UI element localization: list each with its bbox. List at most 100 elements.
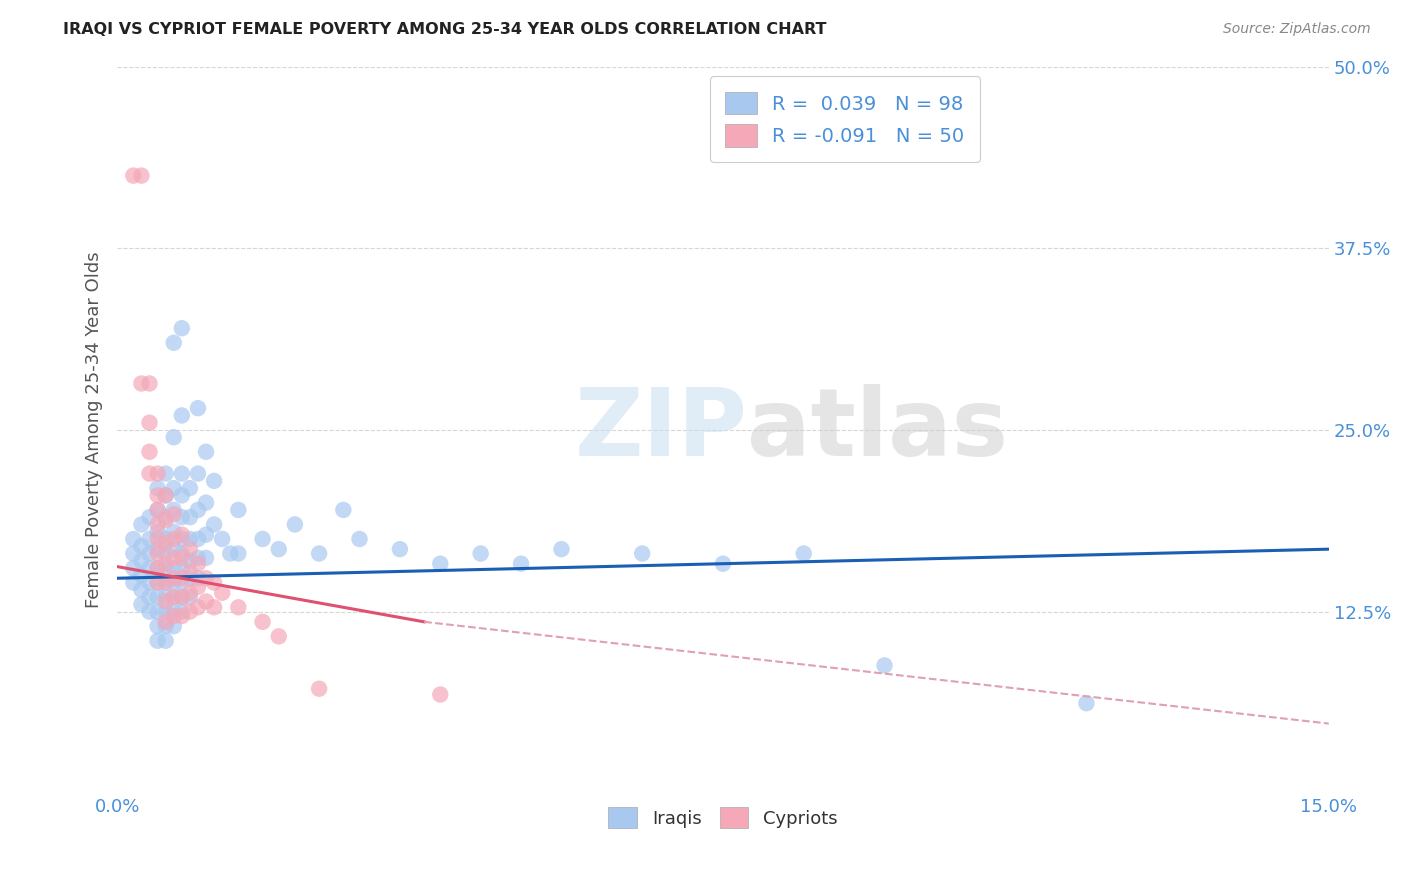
Point (155, 532, 177, 546)
Point (146, 633, 169, 648)
Point (179, 481, 201, 495)
Point (170, 409, 193, 423)
Text: Source: ZipAtlas.com: Source: ZipAtlas.com (1223, 22, 1371, 37)
Point (146, 517, 169, 532)
Point (202, 474, 225, 488)
Point (146, 590, 169, 604)
Point (179, 605, 201, 619)
Point (179, 554, 201, 568)
Point (163, 550, 186, 565)
Point (122, 169, 145, 183)
Point (163, 532, 186, 546)
Text: ZIP: ZIP (574, 384, 747, 476)
Point (138, 605, 160, 619)
Point (170, 488, 193, 502)
Point (163, 524, 186, 539)
Point (131, 539, 153, 553)
Point (122, 532, 145, 546)
Point (163, 430, 186, 444)
Point (146, 619, 169, 633)
Point (187, 557, 209, 571)
Point (163, 619, 186, 633)
Point (202, 600, 225, 615)
Point (138, 561, 160, 575)
Point (170, 547, 193, 561)
Point (202, 517, 225, 532)
Point (195, 594, 218, 608)
Point (187, 600, 209, 615)
Point (170, 527, 193, 541)
Point (179, 566, 201, 580)
Point (170, 532, 193, 546)
Text: atlas: atlas (747, 384, 1008, 476)
Point (155, 590, 177, 604)
Point (195, 527, 218, 541)
Point (187, 401, 209, 416)
Point (163, 508, 186, 522)
Point (138, 590, 160, 604)
Point (138, 547, 160, 561)
Point (187, 580, 209, 594)
Point (163, 481, 186, 495)
Point (267, 629, 290, 643)
Point (138, 532, 160, 546)
Point (163, 561, 186, 575)
Point (163, 335, 186, 350)
Point (146, 605, 169, 619)
Point (631, 547, 654, 561)
Point (131, 517, 153, 532)
Point (146, 547, 169, 561)
Point (138, 416, 160, 430)
Point (131, 582, 153, 597)
Y-axis label: Female Poverty Among 25-34 Year Olds: Female Poverty Among 25-34 Year Olds (86, 252, 103, 608)
Point (155, 633, 177, 648)
Point (155, 536, 177, 550)
Point (163, 542, 186, 557)
Point (146, 488, 169, 502)
Point (138, 376, 160, 391)
Point (550, 542, 572, 557)
Point (163, 571, 186, 585)
Point (429, 688, 451, 702)
Point (146, 542, 169, 557)
Point (146, 561, 169, 575)
Point (170, 605, 193, 619)
Point (187, 550, 209, 565)
Point (170, 575, 193, 590)
Point (146, 575, 169, 590)
Point (131, 376, 153, 391)
Point (170, 561, 193, 575)
Point (146, 503, 169, 517)
Point (179, 590, 201, 604)
Point (122, 575, 145, 590)
Point (122, 547, 145, 561)
Point (146, 503, 169, 517)
Point (138, 575, 160, 590)
Point (187, 571, 209, 585)
Point (122, 561, 145, 575)
Point (131, 598, 153, 612)
Point (510, 557, 533, 571)
Point (155, 488, 177, 502)
Point (170, 590, 193, 604)
Point (179, 532, 201, 546)
Point (155, 547, 177, 561)
Point (163, 609, 186, 624)
Point (163, 503, 186, 517)
Point (155, 575, 177, 590)
Point (252, 532, 274, 546)
Point (195, 444, 218, 458)
Point (131, 169, 153, 183)
Point (187, 467, 209, 481)
Point (170, 467, 193, 481)
Point (146, 561, 169, 575)
Point (163, 590, 186, 604)
Point (138, 510, 160, 524)
Point (163, 590, 186, 604)
Text: IRAQI VS CYPRIOT FEMALE POVERTY AMONG 25-34 YEAR OLDS CORRELATION CHART: IRAQI VS CYPRIOT FEMALE POVERTY AMONG 25… (63, 22, 827, 37)
Point (349, 532, 371, 546)
Point (388, 542, 411, 557)
Point (267, 542, 290, 557)
Point (170, 510, 193, 524)
Point (146, 481, 169, 495)
